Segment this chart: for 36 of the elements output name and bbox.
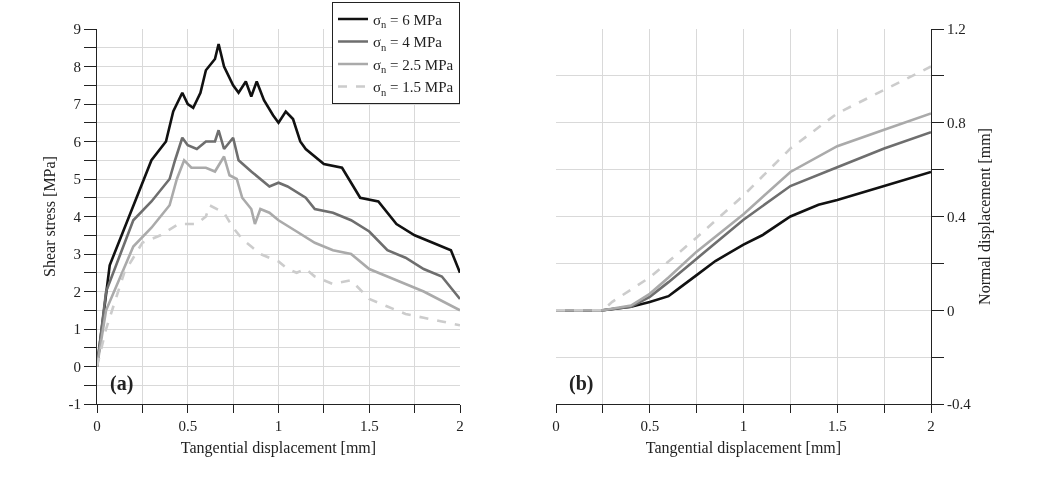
x-tick-label: 2 [456, 418, 464, 434]
legend-label: σ$_{n}$ = 6 MPa [373, 11, 443, 31]
y2-tick-label: 0 [947, 302, 955, 319]
legend-label: σ$_{n}$ = 1.5 MPa [373, 79, 454, 98]
y2-tick-label: 0.8 [947, 115, 966, 131]
annotation: (a) [110, 372, 134, 395]
x-tick-label: 1 [274, 418, 283, 434]
x-tick-label: 1 [739, 418, 748, 434]
x-tick-label: 0 [552, 418, 560, 434]
y-tick-label: 4 [73, 208, 82, 225]
y-tick-label: 0 [73, 358, 81, 375]
x-axis-title: Tangential displacement [mm] [180, 438, 377, 457]
y2-tick-label: -0.4 [947, 396, 972, 413]
annotation: (b) [569, 372, 594, 395]
x-tick-label: 2 [927, 418, 935, 434]
x-tick-label: 1.5 [827, 418, 847, 434]
y2-tick-label: 0.4 [947, 208, 967, 225]
y-tick-label: 1 [73, 321, 81, 338]
y-tick-label: -1 [68, 396, 81, 413]
y-axis-title: Shear stress [MPa] [41, 156, 59, 277]
x-tick-label: 0.5 [640, 418, 660, 434]
y-tick-label: 5 [73, 171, 81, 188]
x-tick-label: 1.5 [359, 418, 379, 434]
y-tick-label: 3 [73, 246, 81, 263]
y2-tick-label: 1.2 [947, 21, 966, 38]
x-tick-label: 0.5 [178, 418, 198, 434]
y-tick-label: 9 [73, 21, 81, 38]
legend-label: σ$_{n}$ = 4 MPa [373, 34, 443, 53]
y-tick-label: 8 [73, 58, 81, 75]
y2-axis-title: Normal displacement [mm] [975, 128, 994, 305]
x-tick-label: 0 [93, 418, 101, 434]
legend-label: σ$_{n}$ = 2.5 MPa [373, 56, 454, 76]
y-tick-label: 7 [73, 96, 82, 113]
x-axis-title: Tangential displacement [mm] [645, 438, 842, 457]
y-tick-label: 6 [73, 133, 82, 150]
y-tick-label: 2 [73, 283, 81, 300]
